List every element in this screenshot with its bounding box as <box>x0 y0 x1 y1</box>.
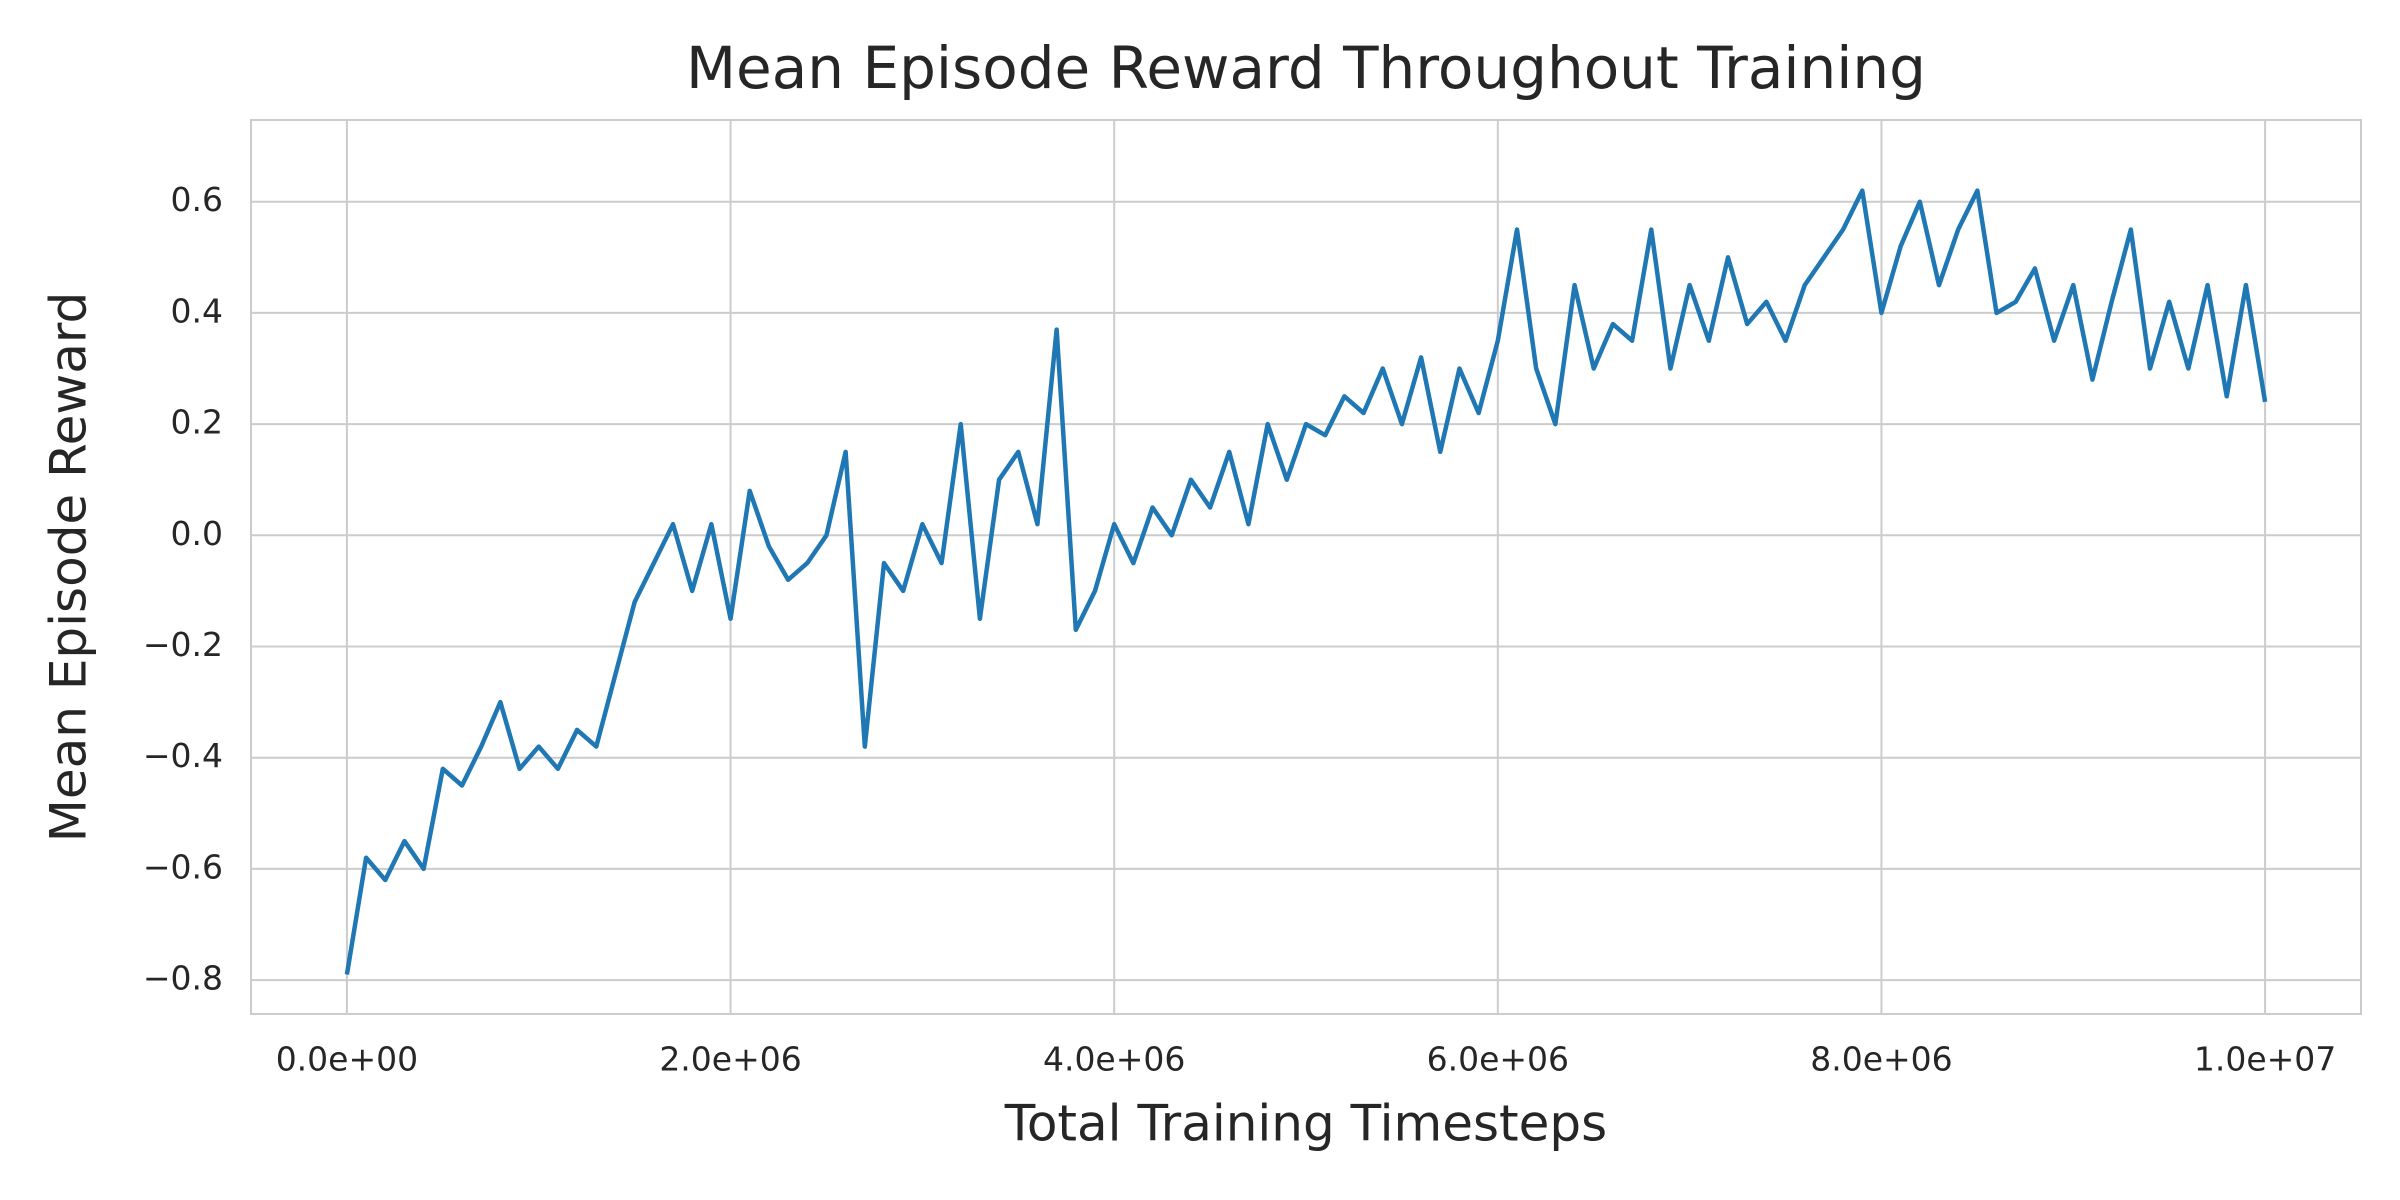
y-tick-label: 0.2 <box>171 403 223 442</box>
plot-frame <box>250 119 2362 1015</box>
x-tick-label: 2.0e+06 <box>659 1040 801 1079</box>
chart-title: Mean Episode Reward Throughout Training <box>686 34 1926 102</box>
data-line <box>344 188 2268 975</box>
y-tick-label: 0.4 <box>171 291 223 330</box>
y-axis-label: Mean Episode Reward <box>40 292 98 843</box>
y-tick-label: −0.8 <box>143 959 223 998</box>
y-tick-label: −0.2 <box>143 625 223 664</box>
x-tick-label: 1.0e+07 <box>2194 1040 2336 1079</box>
y-tick-label: 0.6 <box>171 180 223 219</box>
x-tick-label: 8.0e+06 <box>1810 1040 1952 1079</box>
x-tick-label: 4.0e+06 <box>1043 1040 1185 1079</box>
y-tick-label: −0.4 <box>143 736 223 775</box>
y-tick-label: −0.6 <box>143 847 223 886</box>
x-tick-label: 6.0e+06 <box>1427 1040 1569 1079</box>
x-tick-label: 0.0e+00 <box>276 1040 418 1079</box>
y-tick-label: 0.0 <box>171 514 223 553</box>
x-axis-label: Total Training Timesteps <box>1004 1095 1607 1153</box>
